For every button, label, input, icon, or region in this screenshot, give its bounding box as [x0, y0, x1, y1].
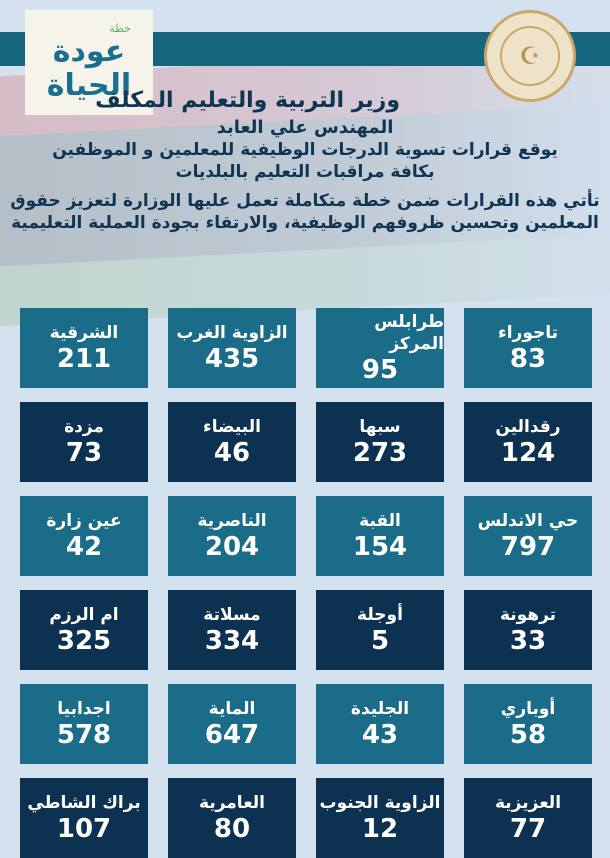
crescent-star-icon: ☪ [500, 26, 560, 86]
tile: العزيزية 77 [464, 778, 592, 858]
tile: الزاوية الجنوب 12 [316, 778, 444, 858]
municipality-grid: تاجوراء 83 طرابلس المركز 95 الزاوية الغرب 4… [18, 308, 592, 858]
awdat-alhayat-logo: خطة عودة الحياة [25, 10, 153, 115]
tile: مسلاتة 334 [168, 590, 296, 670]
title-minister: وزير التربية والتعليم المكلف [95, 88, 400, 113]
title-name: المهندس علي العابد [216, 117, 394, 138]
tile: سبها 273 [316, 402, 444, 482]
title-action: يوقع قرارات تسوية الدرجات الوظيفية للمعل… [52, 140, 558, 160]
ministry-seal: ☪ [484, 10, 576, 102]
tile: طرابلس المركز 95 [316, 308, 444, 388]
tile: الشرقية 211 [20, 308, 148, 388]
tile: العامرية 80 [168, 778, 296, 858]
tile: مزدة 73 [20, 402, 148, 482]
tile: اجدابيا 578 [20, 684, 148, 764]
tile: الجليدة 43 [316, 684, 444, 764]
title-description: تأتي هذه القرارات ضمن خطة متكاملة تعمل ع… [10, 191, 600, 233]
tile: أوباري 58 [464, 684, 592, 764]
tile: القبة 154 [316, 496, 444, 576]
tile: البيضاء 46 [168, 402, 296, 482]
tile: عين زارة 42 [20, 496, 148, 576]
tile: رقدالين 124 [464, 402, 592, 482]
tile: ام الرزم 325 [20, 590, 148, 670]
tile: ترهونة 33 [464, 590, 592, 670]
title-scope: بكافة مراقبات التعليم بالبلديات [175, 162, 435, 182]
logo-line1: عودة [52, 34, 126, 69]
tile: تاجوراء 83 [464, 308, 592, 388]
logo-line2: الحياة [46, 68, 132, 103]
tile: حي الاندلس 797 [464, 496, 592, 576]
tile: أوجلة 5 [316, 590, 444, 670]
tile: الزاوية الغرب 435 [168, 308, 296, 388]
tile: الماية 647 [168, 684, 296, 764]
tile: براك الشاطي 107 [20, 778, 148, 858]
headline-block: وزير التربية والتعليم المكلف المهندس علي… [0, 88, 610, 234]
tile: الناصرية 204 [168, 496, 296, 576]
